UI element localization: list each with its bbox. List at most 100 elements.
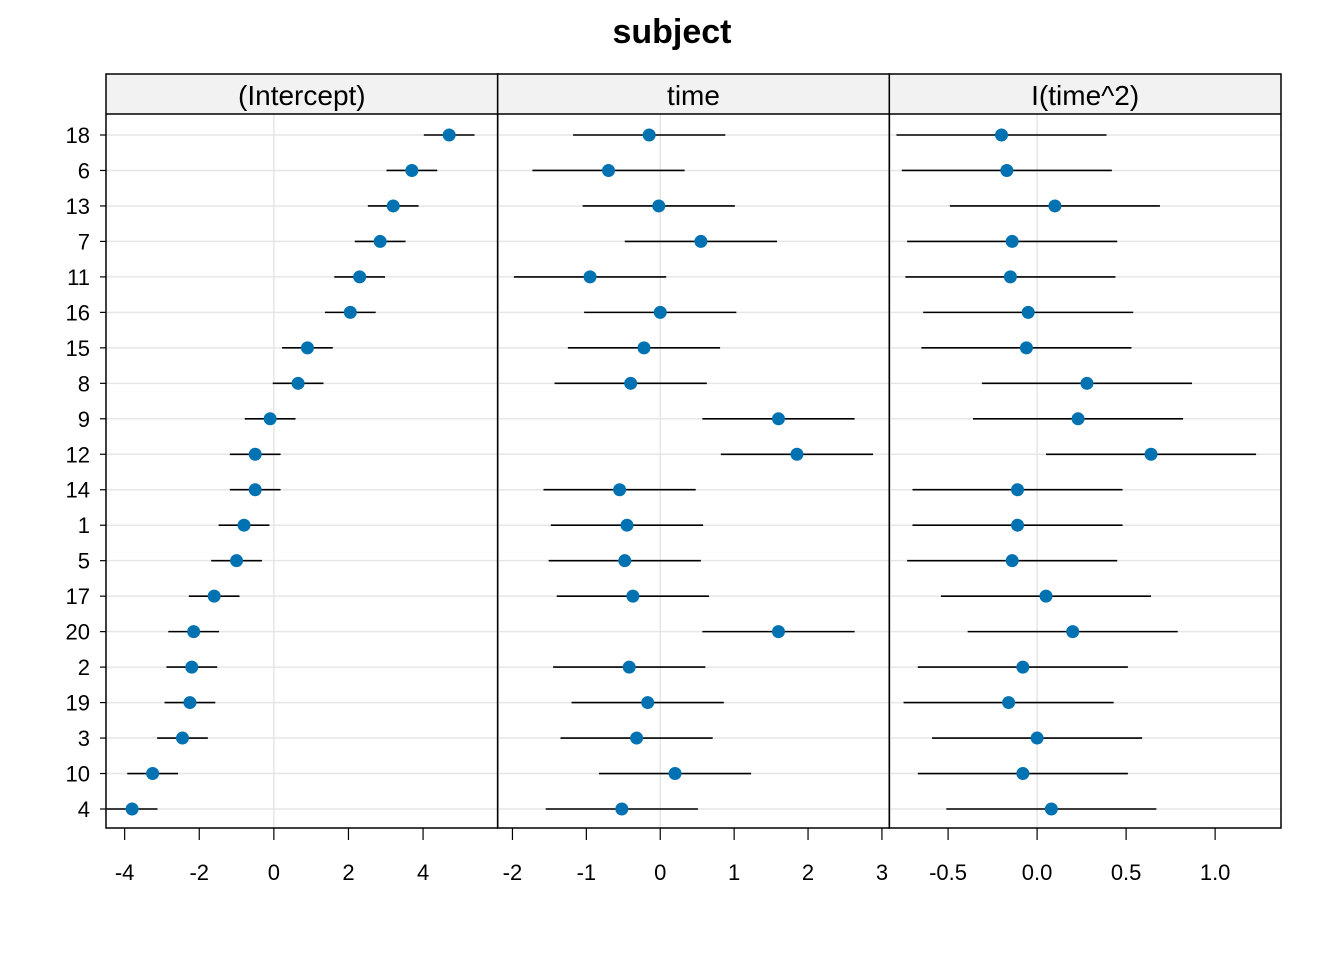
estimate-point xyxy=(291,376,305,390)
estimate-point xyxy=(1016,660,1030,674)
estimate-point xyxy=(615,802,629,816)
estimate-point xyxy=(790,447,804,461)
x-tick-label: 1.0 xyxy=(1200,860,1231,885)
estimate-point xyxy=(248,447,262,461)
panel-frame xyxy=(496,73,891,829)
estimate-point xyxy=(1005,234,1019,248)
estimate-point xyxy=(1005,554,1019,568)
category-label: 8 xyxy=(78,371,90,396)
category-label: 5 xyxy=(78,549,90,574)
strip-label: I(time^2) xyxy=(1031,80,1139,111)
estimate-point xyxy=(994,128,1008,142)
estimate-point xyxy=(620,518,634,532)
x-tick-label: 3 xyxy=(876,860,888,885)
estimate-point xyxy=(386,199,400,213)
estimate-point xyxy=(1039,589,1053,603)
estimate-point xyxy=(1003,270,1017,284)
estimate-point xyxy=(343,305,357,319)
estimate-point xyxy=(641,696,655,710)
panel-frame xyxy=(105,73,499,829)
estimate-point xyxy=(618,554,632,568)
x-tick-label: -4 xyxy=(115,860,135,885)
estimate-point xyxy=(771,625,785,639)
x-tick-label: 2 xyxy=(342,860,354,885)
strip-background xyxy=(497,74,890,114)
estimate-point xyxy=(1011,483,1025,497)
x-tick-label: 2 xyxy=(802,860,814,885)
estimate-point xyxy=(613,483,627,497)
category-label: 10 xyxy=(66,762,90,787)
estimate-point xyxy=(1021,305,1035,319)
chart-title: subject xyxy=(612,13,731,51)
estimate-point xyxy=(1071,412,1085,426)
category-label: 3 xyxy=(78,726,90,751)
category-label: 18 xyxy=(66,123,90,148)
estimate-point xyxy=(694,234,708,248)
x-tick-label: 0 xyxy=(268,860,280,885)
estimate-point xyxy=(1044,802,1058,816)
estimate-point xyxy=(622,660,636,674)
estimate-point xyxy=(442,128,456,142)
x-tick-label: 1 xyxy=(728,860,740,885)
estimate-point xyxy=(175,731,189,745)
estimate-point xyxy=(1016,767,1030,781)
category-label: 7 xyxy=(78,229,90,254)
category-label: 4 xyxy=(78,797,90,822)
category-label: 1 xyxy=(78,513,90,538)
estimate-point xyxy=(583,270,597,284)
estimate-point xyxy=(1011,518,1025,532)
estimate-point xyxy=(1066,625,1080,639)
estimate-point xyxy=(771,412,785,426)
estimate-point xyxy=(248,483,262,497)
category-label: 9 xyxy=(78,407,90,432)
strip-background xyxy=(889,74,1281,114)
estimate-point xyxy=(1080,376,1094,390)
estimate-point xyxy=(653,305,667,319)
category-label: 2 xyxy=(78,655,90,680)
estimate-point xyxy=(1019,341,1033,355)
category-label: 12 xyxy=(66,442,90,467)
x-tick-label: -2 xyxy=(503,860,523,885)
estimate-point xyxy=(183,696,197,710)
strip-label: time xyxy=(667,80,720,111)
category-label: 14 xyxy=(66,478,90,503)
estimate-point xyxy=(642,128,656,142)
estimate-point xyxy=(626,589,640,603)
strip-label: (Intercept) xyxy=(238,80,366,111)
estimate-point xyxy=(1030,731,1044,745)
estimate-point xyxy=(668,767,682,781)
estimate-point xyxy=(146,767,160,781)
category-label: 20 xyxy=(66,620,90,645)
estimate-point xyxy=(353,270,367,284)
estimate-point xyxy=(1002,696,1016,710)
estimate-point xyxy=(652,199,666,213)
estimate-point xyxy=(624,376,638,390)
category-label: 11 xyxy=(67,265,90,290)
panel-frame xyxy=(888,73,1282,829)
estimate-point xyxy=(263,412,277,426)
estimate-point xyxy=(602,163,616,177)
panel-2: I(time^2) -0.5 0.0 0.5 1.0 xyxy=(888,73,1282,885)
estimate-point xyxy=(1000,163,1014,177)
x-tick-label: 0 xyxy=(654,860,666,885)
category-label: 16 xyxy=(66,300,90,325)
estimate-point xyxy=(630,731,644,745)
estimate-point xyxy=(230,554,244,568)
panel-1: time -2 -1 0 1 2 3 xyxy=(496,73,891,885)
estimate-point xyxy=(405,163,419,177)
x-tick-label: -2 xyxy=(189,860,209,885)
x-tick-label: -0.5 xyxy=(929,860,967,885)
panel-0: (Intercept) -4 -2 0 2 4 xyxy=(105,73,499,885)
estimate-point xyxy=(185,660,199,674)
estimate-point xyxy=(125,802,139,816)
category-label: 13 xyxy=(66,194,90,219)
estimate-point xyxy=(1144,447,1158,461)
estimate-point xyxy=(237,518,251,532)
estimate-point xyxy=(300,341,314,355)
x-tick-label: 4 xyxy=(417,860,429,885)
estimate-point xyxy=(1048,199,1062,213)
x-tick-label: 0.5 xyxy=(1111,860,1142,885)
strip-background xyxy=(106,74,498,114)
category-label: 15 xyxy=(66,336,90,361)
